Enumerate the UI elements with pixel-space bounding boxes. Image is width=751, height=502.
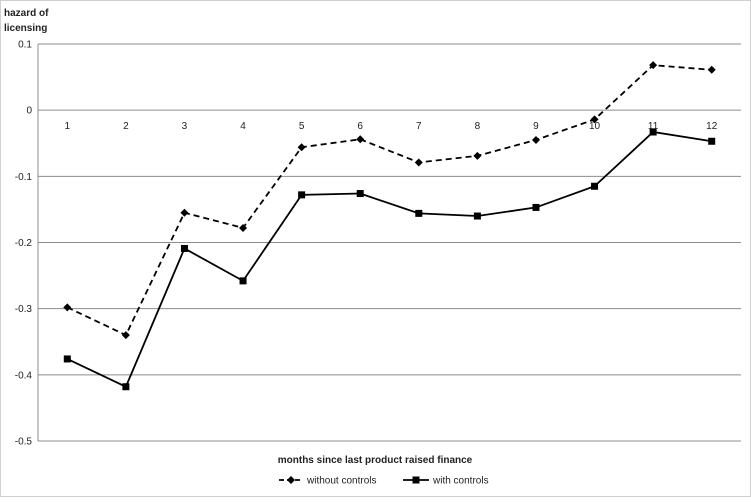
x-tick-label: 10: [589, 121, 601, 132]
data-point-square: [473, 212, 481, 220]
data-point-diamond: [531, 135, 540, 144]
data-point-square: [180, 244, 188, 252]
data-point-square: [649, 128, 657, 136]
data-point-diamond: [707, 65, 716, 74]
x-tick-label: 5: [299, 121, 305, 132]
y-tick-label: -0.4: [15, 370, 33, 381]
y-tick-label: 0: [26, 106, 32, 117]
legend-label: without controls: [306, 476, 376, 487]
x-tick-label: 4: [240, 121, 246, 132]
data-point-square: [239, 277, 247, 285]
data-point-square: [591, 182, 599, 190]
data-point-square: [63, 355, 71, 363]
data-point-diamond: [414, 158, 423, 167]
series-line: [66, 64, 712, 337]
x-tick-label: 3: [182, 121, 188, 132]
y-tick-label: -0.2: [15, 238, 33, 249]
legend: without controls with controls: [279, 476, 489, 487]
data-point-diamond: [121, 331, 130, 340]
data-point-square: [415, 209, 423, 217]
data-point-diamond: [649, 61, 658, 70]
data-point-diamond: [297, 143, 306, 152]
data-point-diamond: [239, 223, 248, 232]
data-point-diamond: [287, 476, 295, 484]
series-line: [66, 131, 712, 388]
x-tick-label: 2: [123, 121, 129, 132]
data-point-diamond: [356, 135, 365, 144]
x-tick-label: 7: [416, 121, 422, 132]
data-point-diamond: [180, 208, 189, 217]
data-point-square: [708, 137, 716, 145]
y-axis-label-line-2: licensing: [4, 23, 47, 34]
data-point-square: [356, 190, 364, 198]
data-point-diamond: [63, 303, 72, 312]
x-tick-label: 8: [475, 121, 481, 132]
y-tick-label: -0.5: [15, 437, 33, 448]
data-point-diamond: [590, 115, 599, 124]
x-tick-label: 12: [706, 121, 718, 132]
data-point-square: [122, 383, 130, 391]
series-2: [63, 128, 716, 391]
x-axis-label: months since last product raised finance: [278, 455, 473, 466]
x-tick-label: 1: [65, 121, 71, 132]
y-axis-label-line-1: hazard of: [4, 8, 49, 19]
data-point-square: [412, 476, 420, 484]
y-tick-label: -0.1: [15, 172, 33, 183]
x-tick-label: 9: [533, 121, 539, 132]
series-1: [63, 61, 716, 340]
data-point-square: [532, 203, 540, 211]
y-tick-label: -0.3: [15, 304, 33, 315]
y-tick-label: 0.1: [18, 40, 32, 51]
x-tick-label: 6: [357, 121, 363, 132]
legend-label: with controls: [432, 476, 489, 487]
data-point-square: [298, 191, 306, 199]
x-tick-label: 11: [648, 121, 659, 132]
data-point-diamond: [473, 151, 482, 160]
